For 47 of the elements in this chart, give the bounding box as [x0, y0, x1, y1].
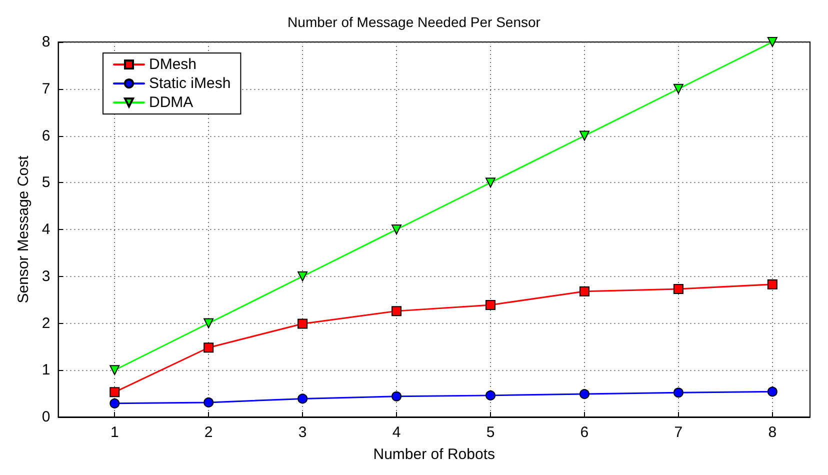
- x-tick-label: 6: [580, 424, 589, 441]
- point: [767, 279, 778, 290]
- point: [579, 130, 590, 141]
- y-tick-label: 6: [42, 127, 50, 144]
- y-tick-label: 0: [42, 408, 50, 426]
- point: [579, 389, 590, 400]
- x-tick-label: 7: [674, 424, 683, 441]
- x-tick-label: 8: [768, 424, 777, 441]
- point: [298, 394, 308, 404]
- point: [392, 306, 402, 316]
- point: [392, 391, 402, 402]
- y-tick-label: 3: [42, 268, 50, 285]
- point: [673, 84, 684, 94]
- chart-title: Number of Message Needed Per Sensor: [288, 14, 541, 30]
- point: [204, 342, 214, 353]
- point: [204, 318, 214, 328]
- y-tick-label: 4: [42, 221, 50, 238]
- x-tick-label: 3: [298, 424, 307, 441]
- y-tick-label: 5: [42, 174, 50, 192]
- point: [204, 397, 214, 408]
- point: [486, 300, 496, 310]
- point: [298, 271, 308, 282]
- legend-label: DDMA: [149, 94, 194, 111]
- x-tick-label: 2: [204, 424, 213, 441]
- point: [767, 37, 778, 47]
- x-tick-label: 1: [110, 424, 119, 441]
- point: [486, 390, 496, 400]
- point: [579, 286, 590, 296]
- point: [110, 365, 120, 376]
- point: [673, 388, 684, 398]
- y-axis-title: Sensor Message Cost: [15, 154, 32, 304]
- y-tick-label: 2: [42, 314, 50, 332]
- point: [298, 318, 308, 329]
- point: [767, 386, 778, 397]
- point: [486, 178, 496, 188]
- x-tick-label: 5: [486, 424, 495, 441]
- x-tick-label: 4: [392, 424, 401, 441]
- y-tick-label: 1: [42, 362, 50, 379]
- legend-label: Static iMesh: [149, 75, 231, 92]
- point: [673, 284, 684, 294]
- legend-label: DMesh: [149, 56, 197, 73]
- y-tick-label: 8: [42, 34, 50, 50]
- point: [392, 224, 402, 234]
- x-axis-title: Number of Robots: [373, 446, 495, 463]
- y-tick-label: 7: [42, 80, 50, 98]
- point: [110, 387, 120, 398]
- point: [110, 398, 120, 408]
